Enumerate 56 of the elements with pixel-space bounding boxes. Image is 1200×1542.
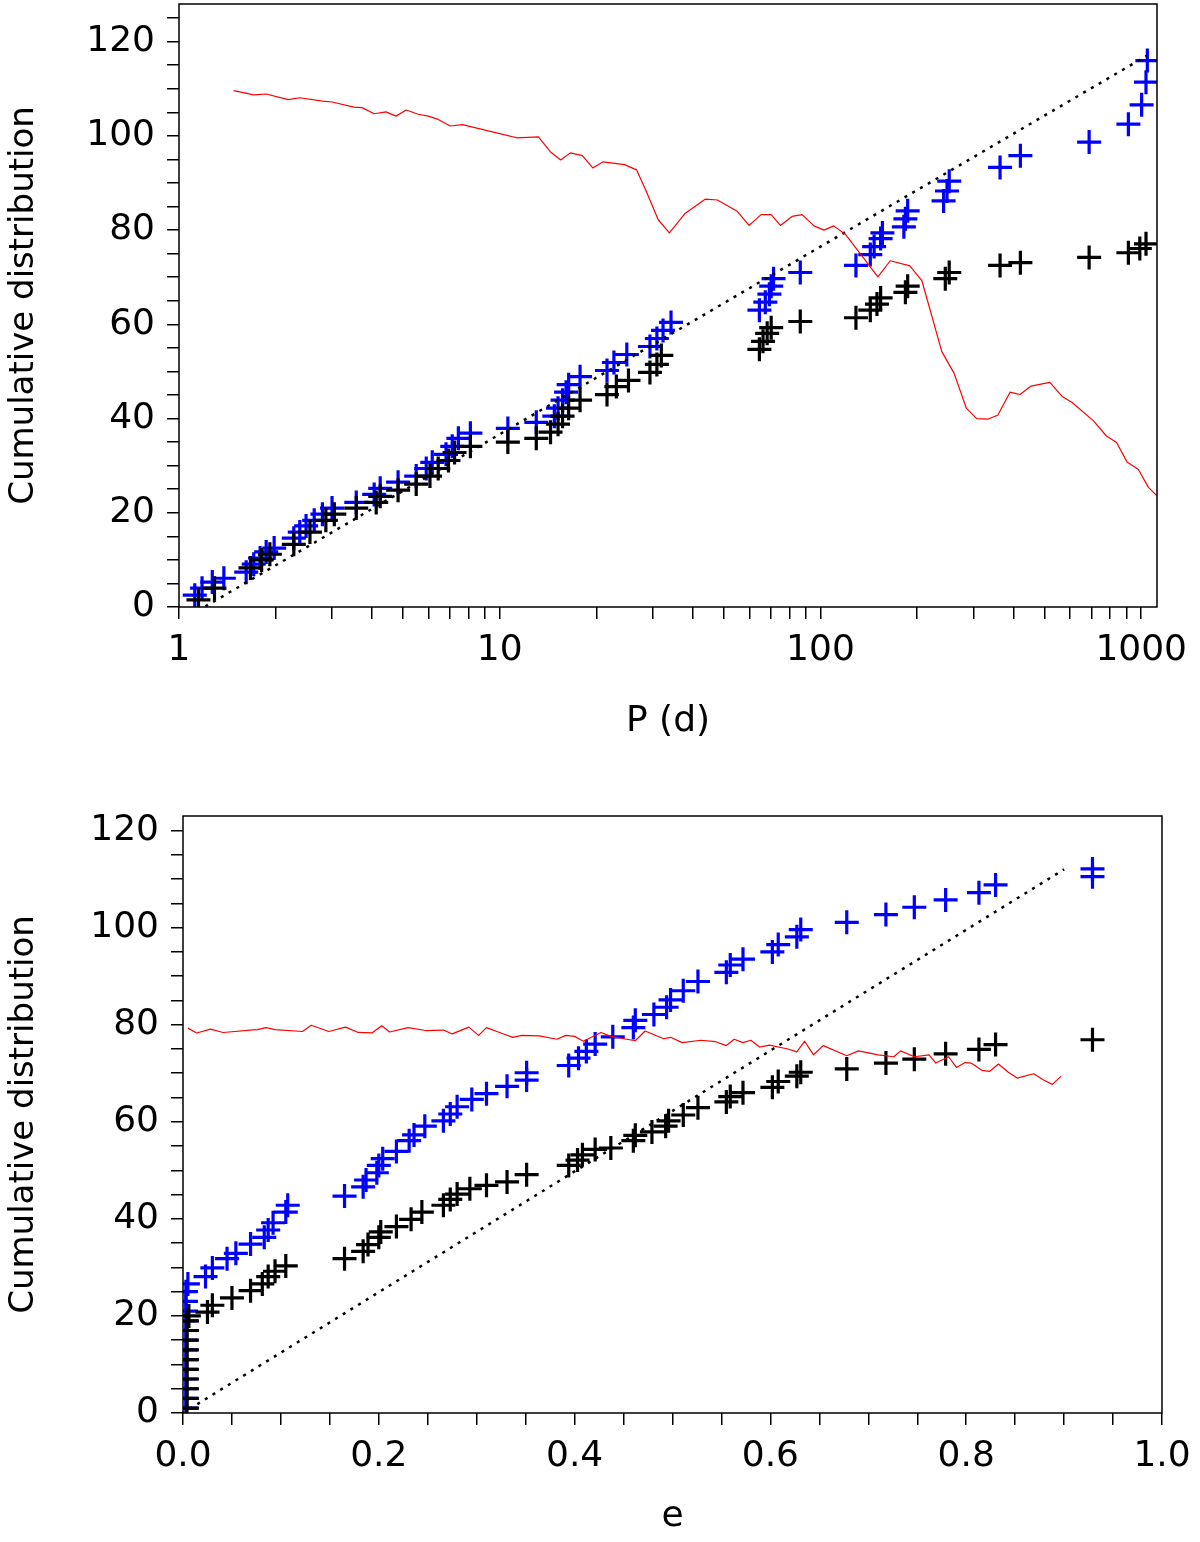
point bbox=[671, 1102, 696, 1127]
x-tick-label: 100 bbox=[786, 626, 855, 668]
point bbox=[445, 1182, 470, 1207]
x-tick-label: 1000 bbox=[1095, 626, 1188, 668]
y-tick-label: 20 bbox=[113, 1292, 159, 1334]
x-tick-label: 0.0 bbox=[154, 1432, 212, 1474]
point bbox=[966, 1037, 991, 1062]
point bbox=[766, 1069, 791, 1094]
x-tick-label: 0.4 bbox=[545, 1432, 604, 1474]
point bbox=[639, 1119, 664, 1144]
point bbox=[685, 1095, 710, 1120]
y-tick-label: 0 bbox=[136, 1389, 159, 1431]
point bbox=[457, 1176, 482, 1201]
y-tick-label: 40 bbox=[113, 1195, 159, 1237]
point bbox=[219, 1285, 244, 1310]
y-tick-label: 120 bbox=[86, 18, 155, 60]
x-tick-label: 1 bbox=[167, 626, 191, 668]
point bbox=[474, 1173, 499, 1198]
x-tick-label: 10 bbox=[476, 626, 523, 668]
y-tick-label: 100 bbox=[90, 903, 159, 945]
point bbox=[873, 1051, 898, 1076]
x-tick-label: 0.8 bbox=[937, 1432, 995, 1474]
y-tick-label: 40 bbox=[109, 394, 155, 436]
point bbox=[409, 1200, 434, 1225]
x-tick-label: 0.6 bbox=[741, 1432, 800, 1474]
y-axis-title: Cumulative distribution bbox=[1, 915, 42, 1314]
point bbox=[1080, 1027, 1105, 1052]
point bbox=[273, 1253, 298, 1278]
point bbox=[834, 1056, 859, 1081]
point bbox=[332, 1246, 357, 1271]
x-tick-label: 1.0 bbox=[1133, 1432, 1191, 1474]
point bbox=[730, 1080, 755, 1105]
y-tick-label: 20 bbox=[109, 489, 155, 531]
point bbox=[902, 1047, 927, 1072]
point bbox=[933, 1041, 958, 1066]
point bbox=[200, 1293, 225, 1318]
point bbox=[983, 1032, 1008, 1057]
point bbox=[570, 1142, 595, 1167]
point bbox=[495, 1169, 520, 1194]
y-axis-title: Cumulative distribution bbox=[1, 106, 42, 505]
y-tick-label: 100 bbox=[86, 112, 155, 154]
x-axis-title: e bbox=[661, 1492, 684, 1534]
y-tick-label: 80 bbox=[113, 1001, 159, 1043]
y-tick-label: 60 bbox=[113, 1098, 159, 1140]
point bbox=[514, 1162, 539, 1187]
y-tick-label: 80 bbox=[109, 206, 155, 248]
y-tick-label: 120 bbox=[90, 806, 159, 848]
point bbox=[598, 1135, 623, 1160]
y-tick-label: 0 bbox=[132, 583, 155, 625]
point bbox=[384, 1214, 409, 1239]
x-axis-title: P (d) bbox=[625, 697, 711, 739]
point bbox=[718, 1084, 743, 1109]
x-tick-label: 0.2 bbox=[350, 1432, 408, 1474]
point bbox=[656, 1108, 681, 1133]
y-tick-label: 60 bbox=[109, 300, 155, 342]
point bbox=[368, 1219, 393, 1244]
